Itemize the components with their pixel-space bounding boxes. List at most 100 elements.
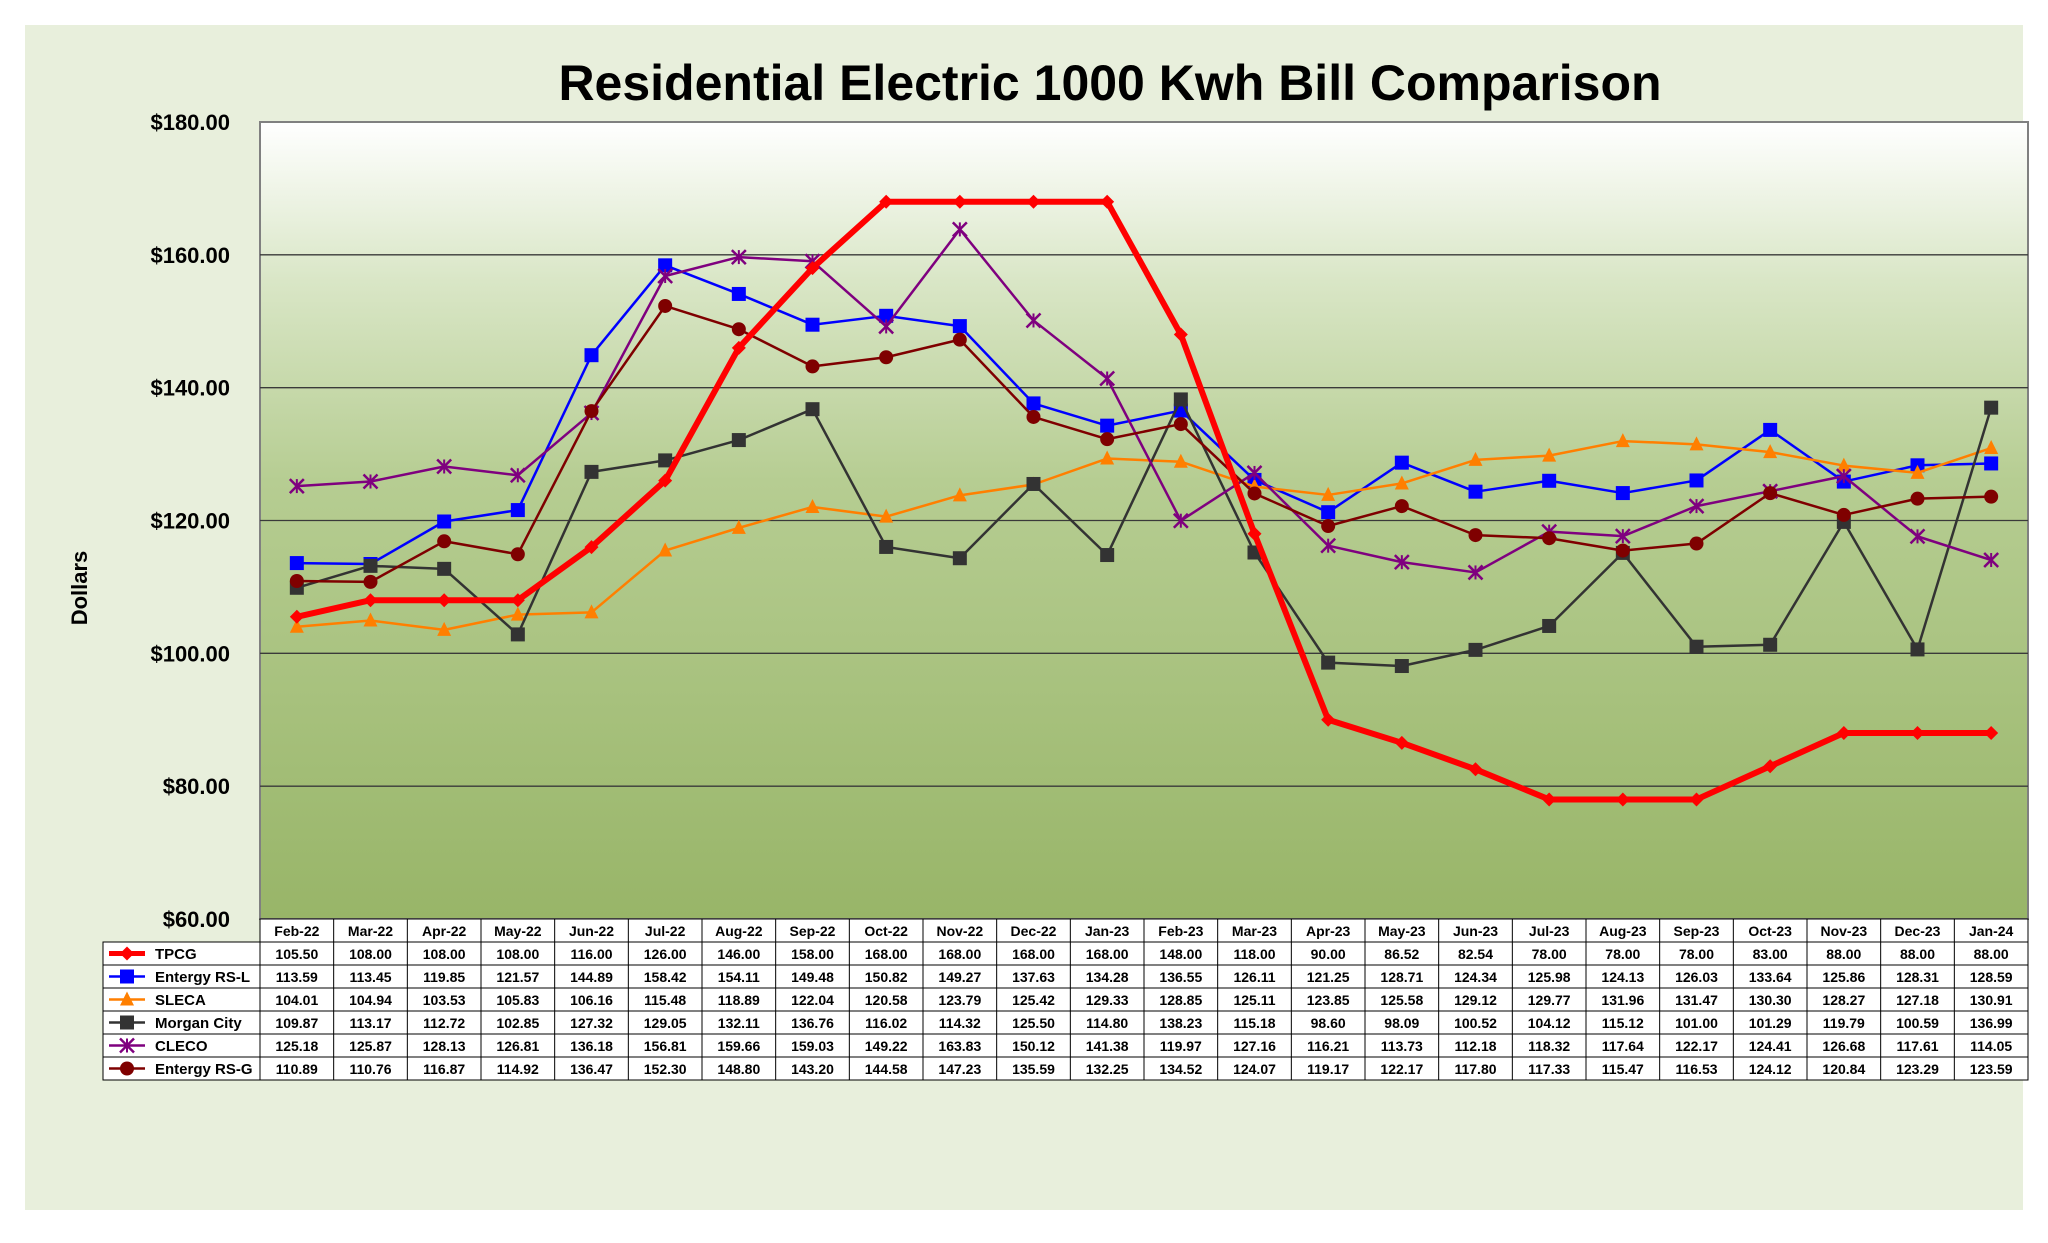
series-lines	[288, 194, 2000, 807]
table-cell: 158.42	[644, 969, 687, 985]
data-point	[879, 539, 894, 554]
x-tick-label: Jul-23	[1529, 923, 1570, 939]
x-tick-label: Feb-22	[274, 923, 319, 939]
y-tick-labels: $60.00 $80.00 $100.00 $120.00 $140.00 $160.00…	[150, 110, 230, 932]
data-point	[289, 618, 304, 633]
data-point	[1689, 436, 1704, 451]
series-line	[296, 264, 1992, 566]
table-cell: 98.60	[1311, 1015, 1346, 1031]
table-cell: 112.72	[423, 1015, 465, 1031]
data-point	[1763, 637, 1778, 652]
table-cell: 104.94	[349, 992, 392, 1008]
legend-label: Entergy RS-G	[155, 1061, 253, 1078]
data-point	[1689, 792, 1704, 807]
data-point	[1835, 468, 1852, 485]
data-point	[1394, 455, 1409, 470]
data-point	[1173, 417, 1188, 432]
data-point	[1984, 489, 1999, 504]
table-cell: 108.00	[496, 946, 539, 962]
data-point	[584, 348, 599, 363]
data-point	[1615, 486, 1630, 501]
table-cell: 82.54	[1458, 946, 1493, 962]
data-point	[1763, 422, 1778, 437]
table-cell: 114.05	[1970, 1038, 2012, 1054]
legend-marker	[120, 1061, 134, 1076]
table-cell: 115.48	[644, 992, 686, 1008]
data-point	[1321, 519, 1336, 534]
data-point	[657, 268, 674, 284]
x-tick-label: Oct-23	[1748, 923, 1792, 939]
data-point	[1394, 659, 1409, 674]
table-cell: 146.00	[717, 946, 760, 962]
table-cell: 100.52	[1454, 1015, 1497, 1031]
table-cell: 124.12	[1749, 1061, 1792, 1077]
table-cell: 117.33	[1528, 1061, 1570, 1077]
table-cell: 168.00	[938, 946, 981, 962]
data-point	[1173, 327, 1188, 342]
data-point	[952, 319, 967, 334]
table-row	[102, 1010, 2029, 1035]
data-point	[363, 574, 378, 589]
data-point	[288, 478, 305, 494]
data-point	[1615, 433, 1630, 448]
table-cell: 102.85	[496, 1015, 539, 1031]
data-point	[1247, 526, 1262, 541]
data-point	[1984, 440, 1999, 455]
table-cell: 120.58	[865, 992, 908, 1008]
table-cell: 115.47	[1602, 1061, 1644, 1077]
data-point	[1246, 465, 1263, 481]
data-point	[658, 298, 673, 313]
data-point	[878, 318, 895, 335]
table-cell: 113.73	[1381, 1038, 1423, 1054]
table-cell: 121.57	[496, 969, 539, 985]
data-point	[509, 467, 526, 484]
table-cell: 144.58	[865, 1061, 908, 1077]
table-cell: 150.82	[865, 969, 908, 985]
table-cell: 131.96	[1601, 992, 1644, 1008]
y-tick-label: $120.00	[150, 509, 230, 534]
table-cell: 147.23	[938, 1061, 981, 1077]
table-cell: 122.17	[1675, 1038, 1718, 1054]
data-point	[1468, 642, 1483, 657]
table-cell: 126.81	[496, 1038, 539, 1054]
data-point	[1468, 484, 1483, 499]
data-point	[1542, 531, 1557, 546]
table-cell: 136.47	[570, 1061, 613, 1077]
table-cell: 116.53	[1675, 1061, 1717, 1077]
legend-marker	[120, 991, 134, 1006]
data-point	[658, 473, 673, 488]
data-point	[289, 574, 304, 589]
data-point	[362, 473, 379, 490]
y-tick-label: $80.00	[163, 774, 230, 799]
data-point	[731, 286, 746, 301]
data-point	[1910, 726, 1925, 741]
data-point	[437, 561, 452, 576]
table-cell: 90.00	[1311, 946, 1346, 962]
legend-marker	[119, 1037, 135, 1054]
table-cell: 144.89	[570, 969, 613, 985]
data-point	[1321, 655, 1336, 670]
x-tick-label: Jun-22	[569, 923, 614, 939]
table-cell: 128.13	[423, 1038, 466, 1054]
data-point	[952, 194, 967, 209]
data-point	[879, 308, 894, 323]
data-point	[1615, 792, 1630, 807]
data-point	[1689, 639, 1704, 654]
table-cell: 119.85	[423, 969, 465, 985]
x-tick-label: May-22	[494, 923, 542, 939]
x-tick-label: Mar-23	[1232, 923, 1277, 939]
table-cell: 106.16	[570, 992, 613, 1008]
data-point	[289, 556, 304, 571]
data-point	[437, 593, 452, 608]
table-cell: 154.11	[718, 969, 760, 985]
x-tick-label: Sep-22	[790, 923, 836, 939]
table-cell: 152.30	[644, 1061, 687, 1077]
table-cell: 122.04	[791, 992, 834, 1008]
table-cell: 129.12	[1454, 992, 1497, 1008]
data-point	[658, 258, 673, 273]
data-point	[1910, 464, 1925, 479]
table-cell: 125.50	[1012, 1015, 1055, 1031]
data-point	[1394, 475, 1409, 490]
data-point	[1836, 457, 1851, 472]
